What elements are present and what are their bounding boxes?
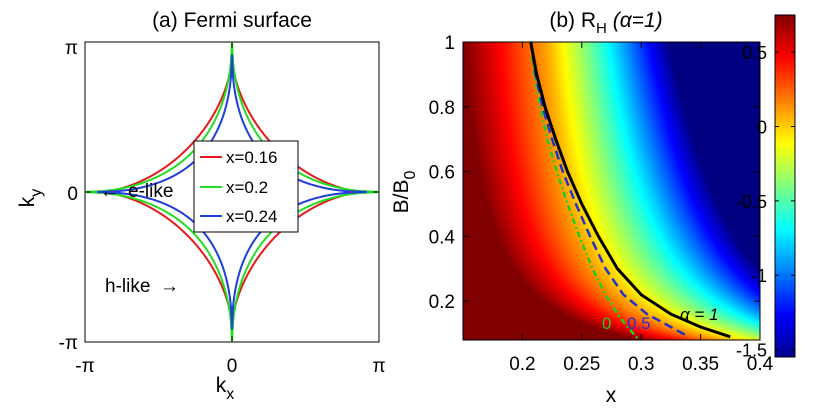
panel-a-title: (a) Fermi surface [152,9,312,32]
legend: x=0.16 x=0.2 x=0.24 [193,140,299,233]
contour-lines [529,42,731,340]
contour-0.5 [529,42,690,338]
panel-b-ylabel-sub: 0 [402,171,419,180]
panel-b-title-tail: (α=1) [607,9,663,32]
colorbar-tick-label: -0.5 [736,192,767,212]
e-like-label: e-like [128,181,173,202]
panel-b-ylabel-main: B/B [390,180,413,214]
panel-a-ylabel: ky [16,189,45,208]
panel-a-xtick-zero: 0 [227,356,238,377]
contour-0 [529,42,640,340]
panel-b-ytick-label: 0.2 [429,292,455,313]
panel-b-ylabel: B/B0 [390,171,419,214]
panel-b-title: (b) RH (α=1) [549,9,662,37]
panel-b-xtick-label: 0.3 [628,354,654,375]
panel-b-xtick-label: 0.2 [509,354,535,375]
legend-label-x02: x=0.2 [226,178,268,197]
h-like-label: h-like [105,276,150,297]
colorbar [774,14,796,358]
panel-b: (b) RH (α=1) 0.2 0.25 0.3 0.35 0.40.20.40.60… [390,9,796,407]
panel-b-title-main: (b) R [549,9,596,32]
colorbar-tick-label: 0.5 [742,43,767,63]
panel-a-ylabel-main: k [16,196,39,207]
panel-b-xlabel: x [606,384,617,407]
panel-a-xlabel-main: k [216,374,227,397]
h-like-arrow: → [160,276,179,297]
panel-a-ticks [84,41,380,343]
contour-label-0.5: 0.5 [627,314,651,333]
panel-b-xtick-label: 0.35 [682,354,719,375]
panel-b-tick-labels: 0.2 0.25 0.3 0.35 0.4 0.2 0.4 0.6 0.8 1 [429,33,774,375]
panel-a-xtick-neg-pi: -π [75,356,94,377]
panel-b-xtick-label: 0.4 [747,354,774,375]
panel-a-ytick-pi: π [65,38,78,59]
panel-a: (a) Fermi surface -π 0 π π 0 -π kx ky ← … [16,9,386,403]
panel-a-ylabel-sub: y [28,189,45,197]
panel-b-axes-box [462,41,761,341]
colorbar-tick-label: 0 [757,118,767,138]
panel-a-ytick-zero: 0 [67,184,78,205]
panel-a-xtick-pi: π [372,356,385,377]
panel-b-xtick-label: 0.25 [563,354,600,375]
colorbar-tick-label: -1.5 [736,341,767,361]
contour-1 [529,42,731,339]
panel-b-ticks [463,41,761,340]
fermi-curve-x02 [85,42,379,342]
legend-label-x016: x=0.16 [226,148,278,167]
panel-b-ytick-label: 0.6 [429,163,455,184]
colorbar-tick-label: -1 [751,266,767,286]
rh-heatmap [463,42,760,340]
colorbar-tick-labels: 0.5 0 -0.5 -1 -1.5 [736,43,767,360]
contour-label-0: 0 [602,314,611,333]
contour-label-alpha1: α = 1 [680,305,719,324]
legend-label-x024: x=0.24 [226,207,278,226]
panel-a-xlabel-sub: x [226,386,234,403]
panel-b-ytick-label: 0.4 [429,227,456,248]
panel-a-ytick-neg-pi: -π [59,333,78,354]
panel-a-xlabel: kx [216,374,235,403]
colorbar-ticks [775,51,795,351]
e-like-arrow: ← [100,181,119,202]
panel-b-ytick-label: 1 [444,33,455,54]
panel-b-title-sub: H [596,20,607,37]
panel-b-ytick-label: 0.8 [429,98,455,119]
